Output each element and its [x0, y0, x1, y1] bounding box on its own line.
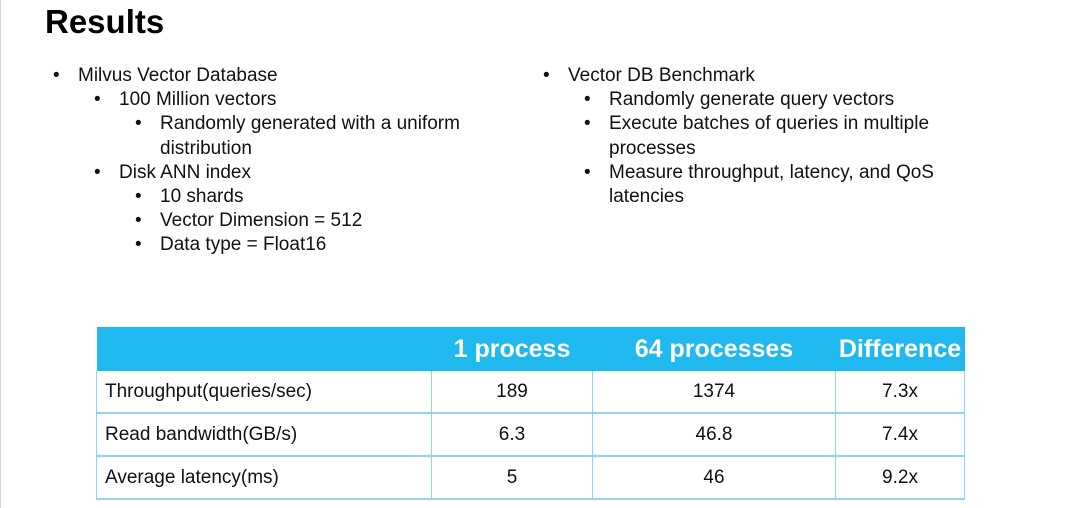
bullet-text: Randomly generate query vectors [609, 89, 895, 111]
table-cell: 46.8 [592, 413, 836, 457]
bullet-dot: • [135, 210, 142, 232]
bullet-item: • Vector DB Benchmark [541, 64, 1001, 88]
slide-left-edge [0, 0, 1, 508]
bullet-text: Vector DB Benchmark [568, 65, 755, 86]
results-table: 1 process 64 processes Difference Throug… [96, 327, 965, 500]
bullet-dot: • [543, 65, 550, 86]
table-cell: 1374 [592, 371, 836, 414]
bullet-item: • Execute batches of queries in multiple … [541, 112, 1001, 160]
bullet-dot: • [584, 89, 591, 111]
table-row: Average latency(ms) 5 46 9.2x [96, 456, 965, 500]
bullet-dot: • [94, 89, 101, 111]
header-cell-difference: Difference [838, 334, 962, 363]
bullet-item: • 10 shards [51, 185, 521, 209]
bullet-text: Vector Dimension = 512 [160, 210, 363, 232]
bullet-item: • Disk ANN index [51, 161, 521, 185]
table-cell: 9.2x [835, 456, 965, 500]
right-bullet-list: • Vector DB Benchmark • Randomly generate … [541, 64, 1001, 209]
header-cell-empty [97, 327, 432, 371]
row-label: Read bandwidth(GB/s) [96, 413, 432, 457]
bullet-item: • Milvus Vector Database [51, 64, 521, 88]
bullet-text: Measure throughput, latency, and QoS lat… [609, 161, 934, 208]
bullet-dot: • [53, 65, 60, 86]
bullet-text: Milvus Vector Database [78, 65, 278, 86]
header-cell-1-process: 1 process [453, 334, 571, 363]
table-cell: 7.4x [835, 413, 965, 457]
bullet-text: 100 Million vectors [119, 89, 277, 111]
table-cell: 46 [592, 456, 836, 500]
bullet-item: • Vector Dimension = 512 [51, 209, 521, 233]
bullet-dot: • [94, 161, 101, 183]
table-cell: 189 [431, 371, 593, 414]
bullet-dot: • [135, 234, 142, 256]
bullet-item: • Data type = Float16 [51, 233, 521, 257]
bullet-item: • Randomly generated with a uniform distr… [51, 112, 521, 160]
bullet-dot: • [135, 186, 142, 208]
bullet-item: • Measure throughput, latency, and QoS la… [541, 161, 1001, 209]
table-row: Read bandwidth(GB/s) 6.3 46.8 7.4x [96, 413, 965, 457]
bullet-dot: • [584, 113, 591, 135]
bullet-text: Execute batches of queries in multiple p… [609, 113, 930, 159]
slide-title: Results [45, 3, 165, 40]
table-cell: 7.3x [835, 371, 965, 414]
bullet-item: • 100 Million vectors [51, 88, 521, 112]
bullet-text: 10 shards [160, 186, 244, 208]
bullet-text: Data type = Float16 [160, 234, 327, 256]
bullet-text: Disk ANN index [119, 161, 251, 183]
bullet-dot: • [584, 161, 591, 183]
header-cell-64-processes: 64 processes [634, 334, 794, 363]
bullet-dot: • [135, 113, 142, 135]
table-row: Throughput(queries/sec) 189 1374 7.3x [96, 371, 965, 414]
table-cell: 5 [431, 456, 593, 500]
row-label: Average latency(ms) [96, 456, 432, 500]
bullet-item: • Randomly generate query vectors [541, 88, 1001, 112]
results-table-container: 1 process 64 processes Difference Throug… [96, 327, 965, 500]
left-bullet-list: • Milvus Vector Database • 100 Million vec… [51, 64, 521, 258]
table-header-row: 1 process 64 processes Difference [96, 327, 965, 371]
row-label: Throughput(queries/sec) [96, 371, 432, 414]
bullet-text: Randomly generated with a uniform distri… [160, 113, 460, 159]
table-cell: 6.3 [431, 413, 593, 457]
